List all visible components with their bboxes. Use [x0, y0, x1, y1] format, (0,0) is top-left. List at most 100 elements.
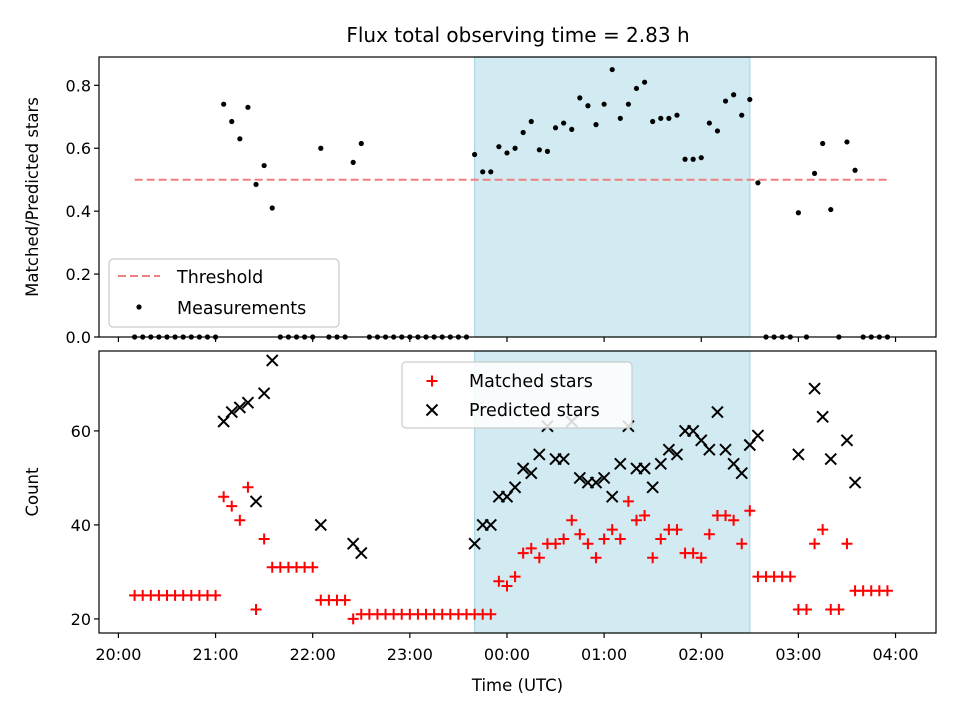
legend-predicted-label: Predicted stars: [469, 401, 600, 421]
predicted-star-point: [573, 471, 587, 485]
predicted-star-point: [719, 443, 732, 456]
matched-star-point: [234, 514, 246, 526]
measurement-point: [698, 155, 704, 161]
predicted-star-point: [808, 382, 821, 395]
measurement-point: [504, 150, 510, 156]
measurement-point: [682, 156, 688, 162]
predicted-star-point: [557, 452, 570, 466]
measurement-point: [358, 140, 364, 147]
matched-star-point: [590, 552, 602, 564]
bottom-legend-box: [401, 361, 633, 429]
measurement-point: [714, 128, 721, 134]
matched-star-point: [566, 514, 578, 526]
chart-title: Flux total observing time = 2.83 h: [346, 23, 689, 47]
measurement-point: [722, 98, 729, 104]
predicted-star-point: [646, 481, 659, 494]
matched-star-point: [833, 604, 845, 615]
top-legend-box: [108, 258, 340, 328]
legend-matched-swatch: [426, 375, 438, 387]
bottom-legend: Matched stars Predicted stars: [401, 361, 633, 429]
predicted-star-point: [257, 387, 271, 400]
x-tick-label: 01:00: [581, 645, 627, 664]
measurement-point: [690, 156, 696, 162]
matched-star-point: [250, 604, 262, 615]
predicted-star-point: [589, 476, 603, 489]
bottom-y-tick-label: 60: [71, 422, 91, 441]
measurement-point: [577, 95, 583, 101]
measurement-point: [641, 79, 648, 85]
legend-predicted-swatch: [425, 403, 439, 417]
measurement-point: [747, 96, 753, 103]
measurement-point: [318, 145, 324, 151]
matched-star-point: [582, 538, 594, 550]
matched-star-point: [687, 547, 699, 559]
measurement-point: [617, 115, 623, 121]
predicted-star-point: [638, 462, 651, 475]
measurement-point: [658, 115, 664, 121]
predicted-star-point: [606, 490, 619, 503]
x-tick-label: 02:00: [678, 645, 724, 664]
measurement-point: [471, 151, 478, 158]
top-y-tick-label: 0.2: [66, 265, 91, 284]
predicted-star-point: [670, 448, 684, 461]
matched-star-point: [630, 514, 642, 526]
measurement-point: [496, 144, 502, 150]
matched-star-point: [800, 604, 812, 615]
predicted-star-point: [484, 518, 497, 532]
measurement-point: [844, 139, 850, 145]
matched-star-point: [550, 538, 562, 550]
measurement-point: [520, 129, 526, 136]
measurement-point: [755, 180, 761, 186]
measurement-point: [795, 210, 801, 216]
legend-measurements-label: Measurements: [177, 299, 306, 319]
measurement-point: [488, 169, 494, 175]
predicted-star-point: [654, 457, 667, 471]
measurement-point: [237, 136, 243, 142]
measurement-point: [528, 118, 534, 125]
measurement-point: [852, 167, 858, 173]
predicted-star-point: [614, 457, 627, 471]
x-tick-label: 20:00: [95, 645, 141, 664]
predicted-star-point: [824, 452, 837, 466]
matched-star-point: [614, 533, 626, 545]
measurement-point: [674, 112, 680, 118]
predicted-star-point: [525, 466, 538, 480]
predicted-star-point: [233, 401, 247, 414]
legend-threshold-label: Threshold: [176, 268, 263, 288]
predicted-star-point: [816, 410, 829, 424]
predicted-star-point: [249, 495, 263, 508]
matched-star-point: [558, 533, 570, 545]
measurement-point: [480, 169, 486, 175]
matched-star-point: [210, 589, 222, 601]
bottom-axes-frame: [98, 350, 937, 634]
x-tick-label: 04:00: [872, 645, 918, 664]
bottom-series-1: [217, 354, 862, 560]
measurement-point: [625, 101, 631, 107]
matched-star-point: [242, 481, 254, 493]
measurement-point: [633, 85, 640, 92]
top-y-tick-label: 0.4: [66, 202, 91, 221]
top-legend: Threshold Measurements: [108, 258, 340, 328]
predicted-star-point: [266, 354, 279, 367]
x-tick-label: 22:00: [290, 645, 336, 664]
top-series-0: [132, 66, 891, 340]
matched-star-point: [485, 608, 497, 620]
matched-star-point: [639, 510, 651, 521]
measurement-point: [706, 120, 712, 126]
matched-star-point: [784, 571, 796, 583]
measurement-point: [552, 125, 559, 131]
measurement-point: [350, 159, 356, 165]
measurement-point: [221, 101, 227, 107]
bottom-panel: 20 40 60 20:00 21:00 22:00 23:00 00:00 01:00 02:0…: [23, 350, 937, 695]
predicted-star-point: [241, 396, 255, 409]
predicted-star-point: [792, 448, 805, 461]
top-y-tick-label: 0.8: [66, 76, 91, 95]
predicted-star-point: [533, 448, 546, 461]
x-tick-label: 23:00: [387, 645, 433, 664]
predicted-star-point: [735, 466, 748, 480]
matched-star-point: [258, 533, 270, 545]
measurement-point: [820, 140, 826, 147]
predicted-star-point: [840, 434, 854, 447]
